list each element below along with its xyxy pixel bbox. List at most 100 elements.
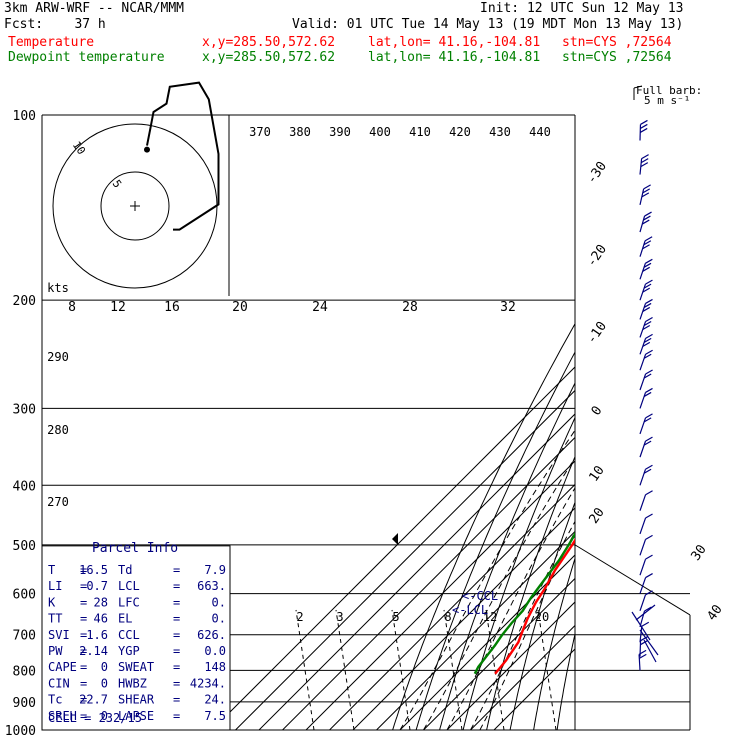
wind-barb: [638, 649, 647, 671]
parcel-info-key: Tc: [48, 693, 62, 707]
wind-barb-feather: [640, 158, 649, 164]
dry-adiabat-line: [627, 115, 740, 740]
wind-barb-feather: [643, 353, 652, 359]
wind-barb-feather: [642, 244, 650, 250]
dry-adiabat-label: 370: [249, 125, 271, 139]
dry-adiabat-label: 270: [47, 495, 69, 509]
valid-time: Valid: 01 UTC Tue 14 May 13 (19 MDT Mon …: [292, 17, 684, 32]
parcel-info-key: Td: [118, 563, 132, 577]
parcel-info-key: CAPE: [48, 660, 77, 674]
parcel-info-value: 0.: [212, 612, 226, 626]
parcel-info-equals: =: [173, 644, 180, 658]
parcel-info-equals: =: [173, 612, 180, 626]
barb-key-sample: [633, 85, 643, 89]
dry-adiabat-line: [392, 322, 575, 730]
dry-adiabat-label: 390: [329, 125, 351, 139]
wind-barb-staff: [639, 558, 647, 576]
isotherm-label: -30: [584, 159, 610, 187]
legend-temperature-latlon: lat,lon= 41.16,-104.81: [368, 35, 541, 50]
wind-barb-feather: [645, 534, 653, 540]
parcel-info-key: PW: [48, 644, 63, 658]
lcl-label: <-LCL: [452, 603, 488, 617]
isotherm-line: [399, 554, 575, 730]
isotherm-line: [211, 366, 575, 730]
parcel-info-equals: =: [80, 612, 87, 626]
mixing-ratio-label: 2: [296, 610, 303, 624]
wind-barb-feather: [644, 606, 652, 612]
mixing-ratio-label: 12: [483, 610, 497, 624]
parcel-info-value: 0: [101, 660, 108, 674]
wind-barb-feather: [639, 127, 648, 133]
parcel-info-equals: =: [173, 628, 180, 642]
wind-barb-feather: [645, 413, 653, 419]
model-title: 3km ARW-WRF -- NCAR/MMM: [4, 1, 185, 16]
wind-barb: [639, 184, 651, 206]
parcel-info-value: 0.: [212, 595, 226, 609]
parcel-info-equals: =: [80, 676, 87, 690]
parcel-info-value: 22.7: [79, 693, 108, 707]
isotherm-label: -20: [584, 242, 610, 270]
wind-barb-feather: [645, 490, 653, 496]
wind-barb: [639, 258, 653, 280]
pressure-label: 300: [13, 402, 36, 417]
wind-barb-feather: [645, 369, 653, 375]
parcel-info-key: YGP: [118, 644, 140, 658]
parcel-info-equals: =: [80, 660, 87, 674]
wind-barb-feather: [642, 341, 651, 347]
parcel-info-equals: =: [80, 595, 87, 609]
parcel-info-value: 626.: [197, 628, 226, 642]
parcel-info-key: K: [48, 595, 56, 609]
dry-adiabat-label: 400: [369, 125, 391, 139]
parcel-marker: [392, 533, 398, 545]
pressure-label: 500: [13, 539, 36, 554]
wind-barb-feather: [641, 621, 650, 627]
parcel-info-cell: CELL = 232/15: [48, 711, 142, 725]
dry-adiabat-line: [486, 455, 575, 730]
wind-barb-feather: [645, 349, 653, 355]
pressure-label: 1000: [5, 724, 36, 739]
forecast-hour: Fcst: 37 h: [4, 17, 106, 32]
parcel-info-key: LCL: [118, 579, 140, 593]
mixing-ratio-label: 8: [444, 610, 451, 624]
wind-barb-staff: [639, 373, 647, 391]
hodograph-speed-label: 12: [110, 300, 126, 315]
dry-adiabat-line: [579, 115, 740, 740]
wind-barb: [639, 534, 653, 556]
wind-barb-feather: [645, 464, 653, 470]
dry-adiabat-line: [533, 556, 575, 730]
dry-adiabat-label: 440: [529, 125, 551, 139]
isotherm-label: 40: [704, 602, 725, 623]
wind-barb-staff: [639, 392, 647, 409]
hodograph-ring-label: 5: [110, 178, 124, 191]
parcel-info-key: HWBZ: [118, 676, 147, 690]
dry-adiabat-label: 420: [449, 125, 471, 139]
wind-barb-feather: [643, 283, 652, 289]
parcel-info-value: 46: [94, 612, 108, 626]
isotherm-label: 30: [688, 542, 709, 563]
wind-barb-staff: [635, 604, 656, 621]
isotherm-line: [305, 460, 575, 730]
wind-barb-feather: [643, 417, 652, 423]
dry-adiabat-line: [462, 416, 575, 730]
parcel-info-equals: =: [173, 595, 180, 609]
wind-barb: [639, 436, 653, 458]
isotherm-line: [470, 624, 575, 730]
wind-barb-feather: [641, 219, 650, 225]
wind-barb-staff: [639, 577, 647, 594]
hodograph-units: kts: [47, 281, 69, 295]
parcel-info-key: CIN: [48, 676, 70, 690]
parcel-info-value: 24.: [204, 693, 226, 707]
dry-adiabat-line: [651, 115, 740, 740]
temperature-profile: [494, 538, 575, 675]
wind-barb-feather: [640, 119, 648, 125]
legend-temperature-xy: x,y=285.50,572.62: [202, 35, 336, 50]
parcel-info-value: 4234.: [190, 676, 226, 690]
wind-barb: [639, 298, 653, 320]
parcel-info-value: 0: [101, 676, 108, 690]
isotherm-line: [446, 601, 575, 730]
wind-barb-feather: [643, 184, 651, 190]
wind-barb-feather: [640, 123, 648, 129]
hodograph-start-dot: [144, 146, 150, 153]
wind-barb-staff: [639, 354, 647, 371]
parcel-info-title: Parcel Info: [92, 541, 178, 556]
